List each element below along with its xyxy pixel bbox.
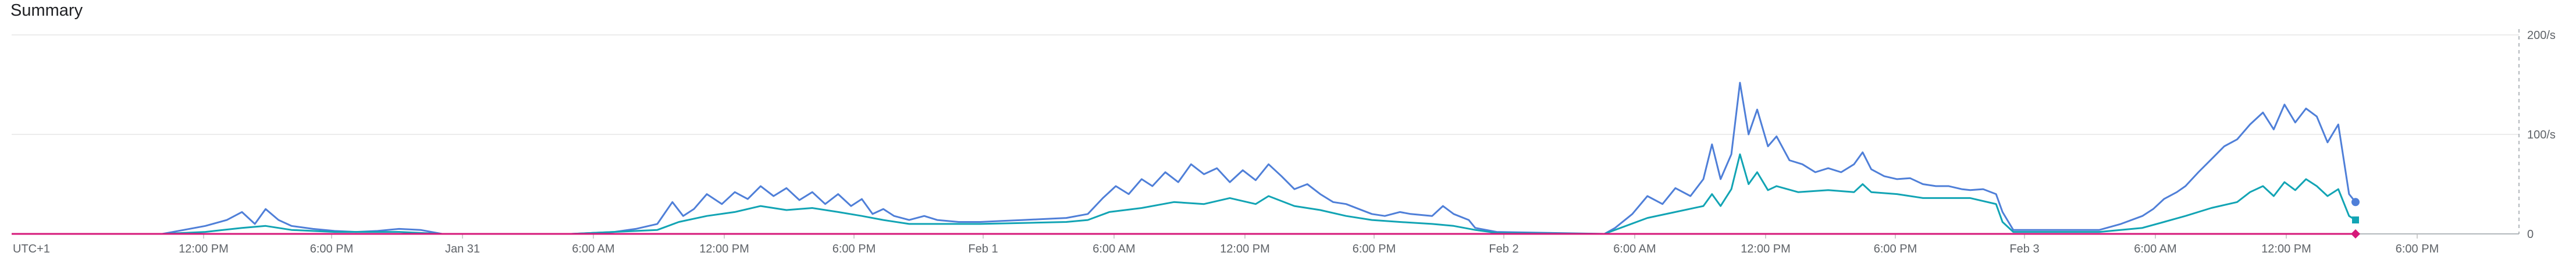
axis-ticks: UTC+1 12:00 PM 6:00 PM Jan 31 6:00 AM 12:00 P… [13, 29, 2556, 255]
chart-title: Summary [10, 1, 83, 20]
x-tick-label: Feb 1 [968, 243, 998, 255]
x-tick-label: 6:00 PM [1353, 243, 1396, 255]
series-end-marker-2 [2351, 229, 2360, 239]
x-tick-label: 12:00 PM [179, 243, 229, 255]
y-tick-label: 0 [2527, 228, 2534, 241]
x-tick-label: 6:00 PM [2396, 243, 2439, 255]
x-tick-label: 6:00 AM [2134, 243, 2176, 255]
series-line-0 [12, 81, 2357, 235]
x-tick-label: 12:00 PM [1220, 243, 1270, 255]
x-tick-label: 6:00 PM [310, 243, 353, 255]
series-line-1 [12, 153, 2356, 235]
x-tick-label: 12:00 PM [2261, 243, 2311, 255]
x-tick-label: 12:00 PM [1741, 243, 1791, 255]
x-tick-label: 6:00 AM [1613, 243, 1656, 255]
timezone-label: UTC+1 [13, 243, 50, 255]
gridlines [12, 29, 2520, 234]
y-tick-label: 100/s [2527, 129, 2556, 141]
y-tick-label: 200/s [2527, 29, 2556, 42]
x-tick-label: Feb 2 [1489, 243, 1518, 255]
series-lines [12, 81, 2357, 235]
series-end-markers [2351, 198, 2360, 239]
x-tick-label: 6:00 AM [572, 243, 614, 255]
x-tick-label: 6:00 AM [1093, 243, 1135, 255]
x-tick-label: 12:00 PM [699, 243, 749, 255]
series-end-marker-1 [2352, 216, 2359, 224]
x-tick-label: Feb 3 [2009, 243, 2039, 255]
x-tick-label: 6:00 PM [832, 243, 876, 255]
x-tick-label: Jan 31 [445, 243, 480, 255]
x-tick-label: 6:00 PM [1874, 243, 1917, 255]
series-end-marker-0 [2351, 198, 2360, 207]
